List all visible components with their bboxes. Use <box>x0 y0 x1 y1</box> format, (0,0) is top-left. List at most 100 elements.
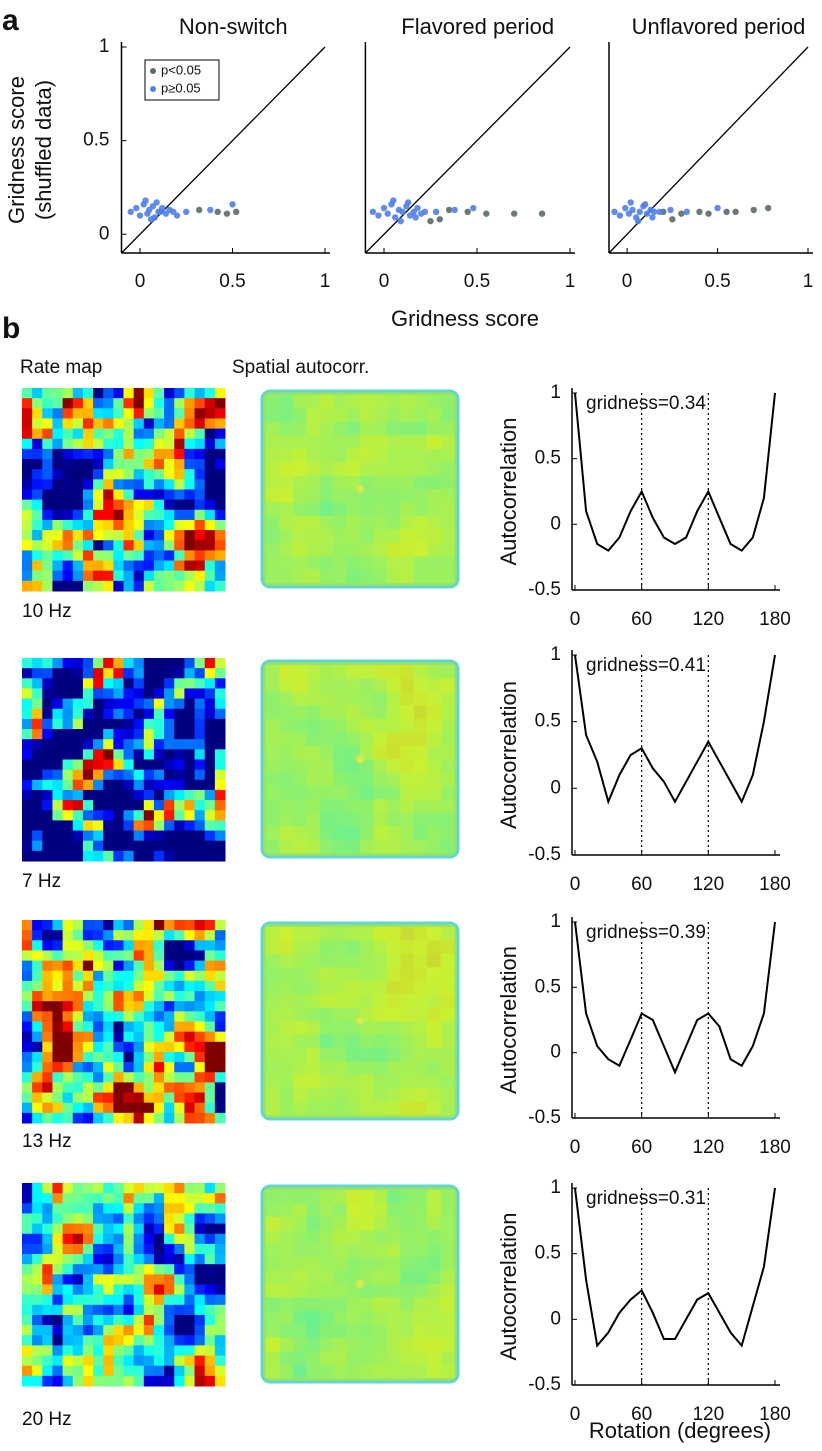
rate-map-cell <box>164 830 175 842</box>
rate-map-cell <box>133 540 145 551</box>
autocorr-cell <box>413 839 428 854</box>
rate-map-cell <box>123 779 135 791</box>
autocorr-cell <box>360 1337 374 1352</box>
rate-map-cell <box>214 991 226 1002</box>
rate-map-cell <box>93 1325 104 1336</box>
rate-map-cell <box>123 769 135 781</box>
rate-map-cell <box>93 1355 104 1367</box>
autocorr-cell <box>319 1101 334 1116</box>
autocorr-cell <box>333 1074 347 1089</box>
rate-map-cell <box>143 489 155 501</box>
autocorr-cell <box>346 1047 361 1062</box>
rate-map-cell <box>143 759 155 771</box>
rate-map-cell <box>184 658 196 669</box>
rate-map-cell <box>52 718 64 730</box>
rate-map-cell <box>153 540 165 551</box>
rate-map-cell <box>123 1041 135 1053</box>
rate-map-cell <box>42 1284 53 1296</box>
rate-map-cell <box>153 1274 165 1285</box>
autocorr-cell <box>266 529 280 544</box>
rate-map-cell <box>123 1345 135 1357</box>
scatter-point <box>464 208 471 215</box>
rate-map-cell <box>174 698 185 710</box>
rate-map-cell <box>214 1345 226 1357</box>
autocorr-cell <box>346 1074 361 1089</box>
rate-map-cell <box>153 718 165 730</box>
rate-map-cell <box>153 970 165 982</box>
rate-map-cell <box>32 759 43 771</box>
rate-map-cell <box>133 1001 145 1012</box>
rate-map-cell <box>113 1092 124 1104</box>
rate-map-cell <box>214 708 226 720</box>
rate-map-cell <box>214 1335 226 1346</box>
autocorr-cell <box>346 542 361 557</box>
rate-map-cell <box>133 1021 145 1033</box>
rate-map-cell <box>174 509 185 521</box>
rate-map-cell <box>72 509 84 521</box>
rate-map-cell <box>103 489 114 501</box>
rate-map-cell <box>174 459 185 470</box>
rate-map-cell <box>123 698 135 710</box>
rate-map-cell <box>72 749 84 760</box>
rate-map-cell <box>184 519 196 531</box>
rate-map-cell <box>184 1274 196 1285</box>
rate-map-cell <box>62 830 74 842</box>
rate-map-cell <box>143 1254 155 1265</box>
rate-map-cell <box>93 950 104 962</box>
rate-map-cell <box>164 940 175 951</box>
rate-map-cell <box>82 428 94 440</box>
rate-map-cell <box>42 540 53 551</box>
scatter-point <box>183 208 190 215</box>
autocorr-cell <box>346 435 361 450</box>
rate-map-cell <box>32 540 43 551</box>
autocorr-cell <box>427 691 441 706</box>
autocorr-cell <box>279 1061 294 1076</box>
autocorr-cell <box>333 1034 347 1049</box>
autocorr-cell <box>413 718 428 733</box>
rate-map-cell <box>22 1001 33 1012</box>
rate-map-cell <box>93 830 104 842</box>
autocorr-cell <box>427 1088 441 1102</box>
autocorr-cell <box>319 1351 334 1365</box>
autocorr-cell <box>346 1364 361 1379</box>
rate-map-cell <box>123 718 135 730</box>
autocorr-cell <box>413 1203 428 1218</box>
rate-map-cell <box>143 708 155 720</box>
rate-map-cell <box>72 1082 84 1094</box>
rate-map-cell <box>174 1072 185 1083</box>
rate-map-cell <box>133 718 145 730</box>
autocorr-cell <box>306 556 321 570</box>
rate-map-cell <box>133 1183 145 1194</box>
rate-map-cell <box>113 1041 124 1053</box>
autocorr-cell <box>440 1007 455 1022</box>
rate-map-cell <box>174 830 185 842</box>
autocorr-cell <box>266 1364 280 1379</box>
rate-map-cell <box>52 519 64 531</box>
autocorr-cell <box>306 1216 321 1231</box>
autocorr-cell <box>292 1230 307 1245</box>
rate-map-cell <box>153 438 165 450</box>
autocorr-cell <box>279 1351 294 1365</box>
autocorr-cell <box>346 785 361 800</box>
autocorr-cell <box>279 1230 294 1245</box>
rate-map-cell <box>133 800 145 811</box>
scatter-point <box>627 199 634 206</box>
autocorr-cell <box>360 542 374 557</box>
autocorr-cell <box>292 502 307 517</box>
rate-map-cell <box>174 779 185 791</box>
chart-title: Non-switch <box>179 14 288 39</box>
rate-map-cell <box>204 840 216 852</box>
rate-map-cell <box>133 530 145 541</box>
autocorr-cell <box>427 395 441 409</box>
autocorr-cell <box>440 1034 455 1049</box>
autocorr-cell <box>333 691 347 706</box>
rate-map-cell <box>72 840 84 852</box>
autocorr-cell <box>440 1243 455 1258</box>
rate-map-cell <box>194 1062 206 1073</box>
autocorr-cell <box>427 678 441 693</box>
rate-map-cell <box>194 950 206 962</box>
autocorr-cell <box>440 475 455 490</box>
rate-map-cell <box>62 1365 74 1377</box>
rate-map-cell <box>194 980 206 992</box>
autocorr-cell <box>306 1310 321 1325</box>
